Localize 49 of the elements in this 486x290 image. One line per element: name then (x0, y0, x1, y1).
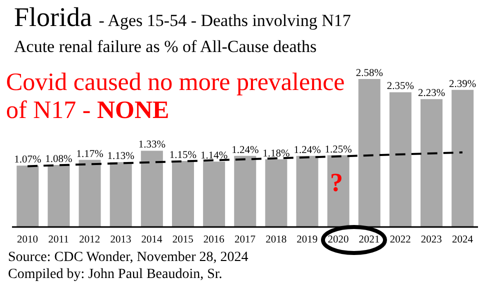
chart-subtitle: Acute renal failure as % of All-Cause deaths (14, 37, 317, 57)
bar (16, 166, 39, 227)
x-tick-label: 2020 (328, 234, 349, 246)
bar (172, 161, 194, 227)
bar (296, 156, 318, 227)
bar (234, 156, 256, 227)
text: Compiled by: John Paul Beaudoin, Sr. (8, 267, 222, 283)
source-note: Source: CDC Wonder, November 28, 2024 (8, 250, 248, 266)
bar (140, 150, 163, 227)
x-tick-label: 2023 (420, 234, 442, 246)
data-label: 1.07% (14, 154, 42, 166)
x-tick-label: 2013 (110, 234, 132, 246)
annotation: ? (330, 168, 343, 198)
data-label: 1.24% (232, 144, 259, 156)
bar (420, 99, 443, 227)
data-label: 1.17% (76, 148, 104, 160)
x-tick-label: 2019 (296, 234, 318, 246)
x-tick-label: 2011 (48, 234, 69, 246)
bar (389, 92, 412, 227)
bar (48, 165, 70, 227)
data-label: 1.13% (107, 151, 135, 162)
data-label: 1.08% (45, 154, 73, 166)
data-label: 1.33% (138, 140, 166, 151)
x-tick-label: 2022 (390, 234, 411, 246)
data-label: 2.35% (386, 81, 414, 92)
annotation: Covid caused no more prevalence of N17 - NONE (6, 69, 346, 125)
data-label: 1.25% (324, 144, 352, 156)
x-tick-label: 2010 (17, 234, 38, 246)
x-tick-label: 2015 (172, 234, 194, 246)
data-label: 1.15% (169, 150, 197, 162)
data-label: 1.24% (294, 144, 322, 156)
x-tick-label: 2016 (203, 234, 224, 246)
data-label: 2.58% (356, 68, 384, 79)
data-label: 2.39% (449, 78, 476, 90)
chart-title: Florida - Ages 15-54 - Deaths involving N17 (14, 2, 351, 32)
x-tick-label: 2018 (266, 234, 287, 246)
data-label: 2.23% (418, 88, 446, 100)
x-tick-label: 2021 (358, 234, 380, 246)
bar (452, 90, 474, 227)
data-label: 1.18% (262, 148, 290, 160)
bar (203, 162, 226, 227)
bar (110, 162, 132, 227)
x-tick-label: 2017 (234, 234, 256, 246)
x-tick-label: 2012 (79, 234, 100, 246)
x-tick-label: 2014 (141, 234, 164, 246)
data-label: 1.14% (200, 150, 228, 162)
x-tick-label: 2024 (452, 234, 474, 246)
bar (78, 160, 101, 227)
bar (265, 159, 288, 227)
